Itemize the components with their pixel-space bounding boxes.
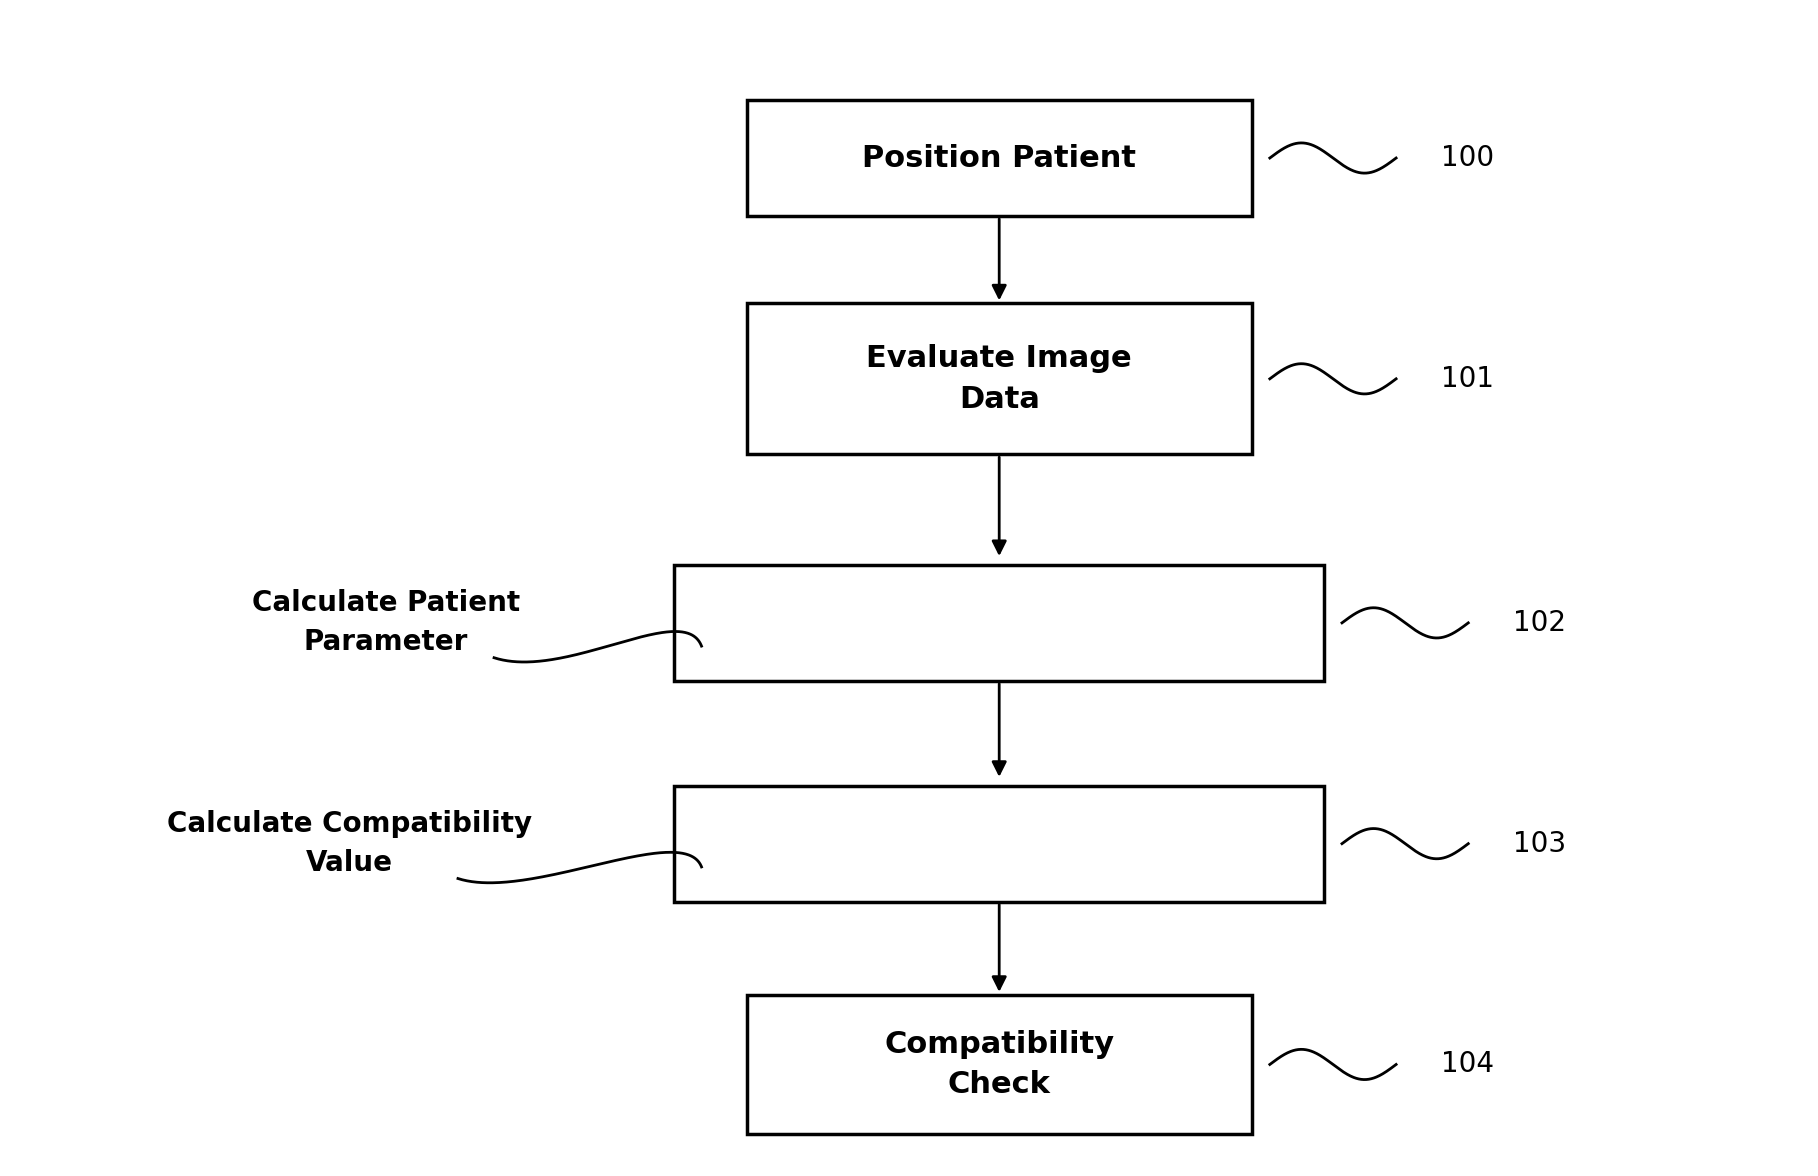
Text: 102: 102: [1513, 609, 1567, 637]
Text: Compatibility
Check: Compatibility Check: [884, 1030, 1114, 1100]
Text: Evaluate Image
Data: Evaluate Image Data: [867, 345, 1133, 414]
Text: 101: 101: [1442, 365, 1494, 393]
Bar: [674, 786, 1324, 902]
Bar: [747, 995, 1253, 1134]
Text: Calculate Patient
Parameter: Calculate Patient Parameter: [251, 589, 520, 656]
Bar: [747, 100, 1253, 216]
Bar: [674, 564, 1324, 681]
Text: 103: 103: [1513, 829, 1567, 857]
Bar: [747, 303, 1253, 454]
Text: Position Patient: Position Patient: [862, 143, 1136, 173]
Text: 100: 100: [1442, 143, 1494, 172]
Text: Calculate Compatibility
Value: Calculate Compatibility Value: [167, 810, 533, 877]
Text: 104: 104: [1442, 1050, 1494, 1078]
